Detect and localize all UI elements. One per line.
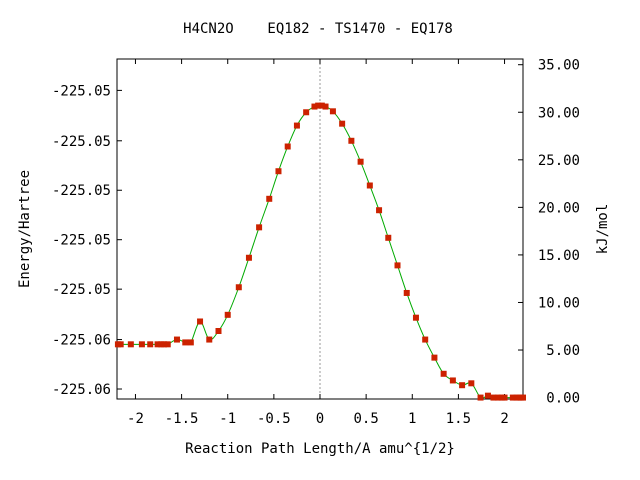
x-tick-label: 0.5 [353,411,378,427]
data-point-marker [520,394,526,401]
left-axis-ticks: -225.05 -225.05 -225.05 -225.05 -225.05 -225.… [52,83,122,398]
data-point-marker [224,311,231,318]
left-tick-label: -225.06 [52,333,111,349]
left-tick-label: -225.05 [52,134,111,150]
left-tick-label: -225.05 [52,183,111,199]
x-axis-ticks: -2 -1.5 -1 -0.5 0 0.5 1 1.5 2 [127,59,509,427]
x-axis-label: Reaction Path Length/A amu^{1/2} [185,441,455,457]
data-point-marker [173,336,180,343]
data-point-marker [154,341,161,348]
data-point-marker [197,318,204,325]
data-point-marker [357,158,364,165]
data-point-marker [412,314,419,321]
data-point-marker [490,394,497,401]
data-point-marker [315,102,322,109]
data-point-marker [509,394,516,401]
data-point-marker [322,103,329,110]
right-tick-label: 15.00 [538,248,580,264]
data-point-marker [348,137,355,144]
data-point-marker [138,341,145,348]
data-point-marker [275,168,282,175]
right-axis-ticks: 0.00 5.00 10.00 15.00 20.00 25.00 30.00 35.00 [518,58,580,407]
data-point-marker [318,102,325,109]
data-point-marker [311,103,318,110]
data-point-marker [431,354,438,361]
series-layer [114,102,526,401]
data-point-marker [501,394,508,401]
data-point-marker [376,207,383,214]
data-point-marker [468,380,475,387]
x-tick-label: 1 [408,411,416,427]
data-point-marker [459,382,466,389]
chart-title: H4CN2O EQ182 - TS1470 - EQ178 [183,21,453,37]
x-tick-label: 0 [316,411,324,427]
right-tick-label: 25.00 [538,153,580,169]
x-tick-label: 1.5 [446,411,471,427]
y-axis-label-left: Energy/Hartree [17,170,33,288]
data-point-marker [117,341,124,348]
x-tick-label: -1.5 [165,411,199,427]
data-point-marker [477,394,484,401]
right-tick-label: 0.00 [546,391,580,407]
data-point-marker [147,341,154,348]
data-point-marker [385,234,392,241]
left-tick-label: -225.05 [52,83,111,99]
data-point-marker [235,284,242,291]
data-point-marker [293,122,300,129]
data-point-marker [266,195,273,202]
right-tick-label: 20.00 [538,200,580,216]
x-tick-label: 2 [500,411,508,427]
data-point-marker [394,262,401,269]
data-point-marker [161,341,168,348]
data-point-marker [215,328,222,334]
data-point-marker [440,370,447,377]
data-point-marker [329,108,336,115]
data-point-marker [284,143,291,150]
left-tick-label: -225.05 [52,233,111,249]
data-point-marker [339,120,346,127]
right-tick-label: 10.00 [538,295,580,311]
right-tick-label: 30.00 [538,105,580,121]
right-tick-label: 35.00 [538,58,580,74]
data-point-marker [422,336,429,343]
right-tick-label: 5.00 [546,343,580,359]
left-tick-label: -225.05 [52,282,111,298]
data-point-marker [206,336,213,343]
data-point-marker [484,392,491,399]
data-point-marker [164,341,171,348]
x-tick-label: -0.5 [257,411,291,427]
data-point-marker [449,377,456,384]
data-point-marker [403,289,410,296]
x-tick-label: -2 [127,411,144,427]
x-tick-label: -1 [219,411,236,427]
data-point-marker [182,339,189,346]
data-point-marker [256,224,263,231]
data-point-marker [303,109,310,116]
data-point-marker [245,254,252,261]
data-point-marker [187,339,194,346]
left-tick-label: -225.06 [52,382,111,398]
data-point-marker [366,182,373,189]
data-point-marker [127,341,134,348]
data-point-marker [495,394,502,401]
y-axis-label-right: kJ/mol [595,204,611,255]
